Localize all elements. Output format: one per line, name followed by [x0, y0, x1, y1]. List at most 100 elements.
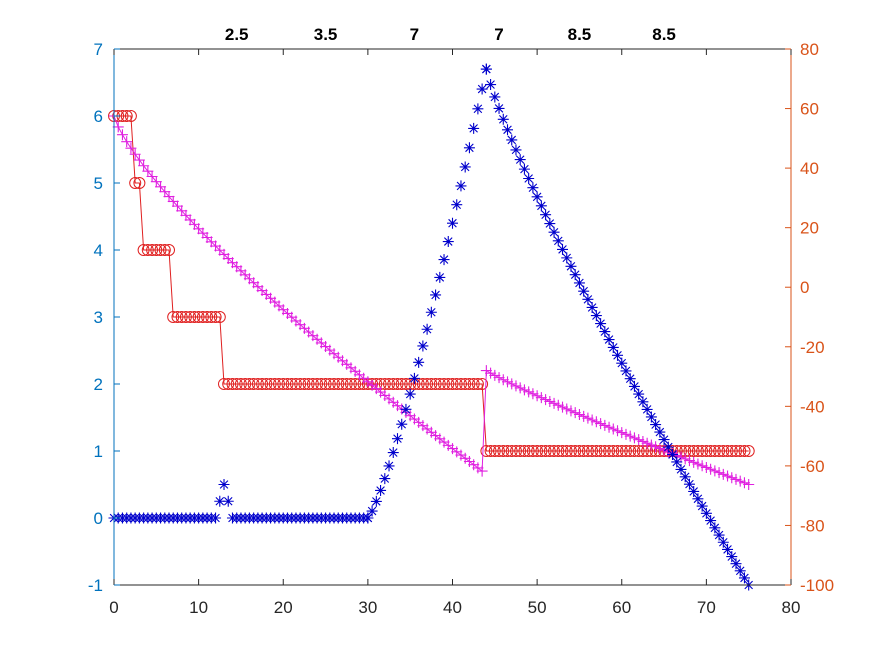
plus-marker [142, 165, 154, 177]
plus-marker [620, 428, 632, 440]
asterisk-marker [222, 495, 234, 507]
asterisk-marker [438, 254, 450, 266]
asterisk-marker [700, 507, 712, 519]
asterisk-marker [391, 433, 403, 445]
y2-tick-label: 80 [800, 40, 819, 59]
asterisk-marker [654, 426, 666, 438]
plus-marker [650, 441, 662, 453]
asterisk-marker [459, 161, 471, 173]
asterisk-marker [624, 373, 636, 385]
asterisk-marker [573, 277, 585, 289]
plus-marker [138, 160, 150, 172]
plus-marker [692, 458, 704, 470]
asterisk-marker [472, 103, 484, 115]
asterisk-marker [696, 500, 708, 512]
plus-marker [590, 416, 602, 428]
plus-marker [700, 461, 712, 473]
plus-marker [502, 376, 514, 388]
plus-marker [493, 372, 505, 384]
plus-marker [679, 453, 691, 465]
asterisk-marker [578, 285, 590, 297]
plus-marker [193, 223, 205, 235]
top-annotation-label: 8.5 [568, 25, 592, 44]
asterisk-marker [620, 365, 632, 377]
asterisk-marker [612, 349, 624, 361]
plus-marker [150, 176, 162, 188]
top-annotation-label: 8.5 [652, 25, 676, 44]
plus-marker [176, 205, 188, 217]
plus-marker [683, 455, 695, 467]
asterisk-marker [518, 163, 530, 175]
plus-marker [159, 186, 171, 198]
plus-marker [738, 477, 750, 489]
plus-marker [709, 465, 721, 477]
asterisk-marker [396, 418, 408, 430]
asterisk-marker [527, 182, 539, 194]
plus-marker [112, 121, 124, 133]
plus-marker [129, 148, 141, 160]
asterisk-marker [447, 217, 458, 229]
asterisk-marker [506, 134, 518, 146]
asterisk-marker [523, 173, 535, 185]
plus-marker [641, 437, 653, 449]
asterisk-marker [730, 558, 742, 570]
plus-marker [561, 403, 573, 415]
asterisk-marker [637, 396, 649, 408]
plus-marker [544, 395, 556, 407]
asterisk-marker [404, 388, 416, 400]
asterisk-marker [679, 471, 691, 483]
asterisk-marker [569, 269, 581, 281]
plus-marker [595, 418, 607, 430]
y-tick-label: 2 [94, 375, 103, 394]
top-annotation-label: 7 [494, 25, 503, 44]
asterisk-marker [607, 341, 619, 353]
y-tick-label: -1 [88, 576, 103, 595]
asterisk-marker [425, 306, 437, 318]
plus-marker [489, 369, 501, 381]
asterisk-marker [417, 340, 429, 352]
asterisk-marker [722, 543, 734, 555]
asterisk-marker [375, 484, 387, 496]
plus-marker [205, 236, 217, 248]
asterisk-marker [434, 271, 446, 283]
asterisk-marker [738, 572, 750, 584]
asterisk-marker [531, 191, 543, 203]
y-tick-label: 7 [94, 40, 103, 59]
plus-marker [705, 463, 717, 475]
asterisk-marker [586, 301, 598, 313]
plus-marker [535, 392, 547, 404]
plus-marker [713, 467, 725, 479]
plus-marker [201, 232, 213, 244]
asterisk-marker [671, 456, 683, 468]
plus-marker [688, 456, 700, 468]
plus-marker [675, 451, 687, 463]
top-annotation-label: 2.5 [225, 25, 249, 44]
plus-marker [734, 475, 746, 487]
plus-marker [197, 227, 209, 239]
y2-tick-label: -40 [800, 397, 825, 416]
plus-marker [603, 421, 615, 433]
asterisk-marker [565, 260, 577, 272]
y-tick-label: 6 [94, 107, 103, 126]
plot-area [114, 49, 791, 585]
y-tick-label: 3 [94, 308, 103, 327]
asterisk-marker [628, 380, 640, 392]
plus-marker [578, 410, 590, 422]
plus-marker [480, 365, 492, 377]
plus-marker [573, 409, 585, 421]
y-tick-label: 1 [94, 442, 103, 461]
plus-marker [155, 181, 167, 193]
series-asterisk [108, 63, 755, 591]
y-tick-label: 4 [94, 241, 103, 260]
plus-marker [569, 407, 581, 419]
plus-marker [146, 171, 158, 183]
asterisk-marker [683, 478, 695, 490]
plus-marker [726, 472, 738, 484]
asterisk-marker [214, 495, 226, 507]
plus-marker [645, 439, 657, 451]
plus-marker [171, 200, 183, 212]
plus-marker [654, 442, 666, 454]
x-tick-label: 40 [443, 598, 462, 617]
plus-marker [722, 470, 734, 482]
